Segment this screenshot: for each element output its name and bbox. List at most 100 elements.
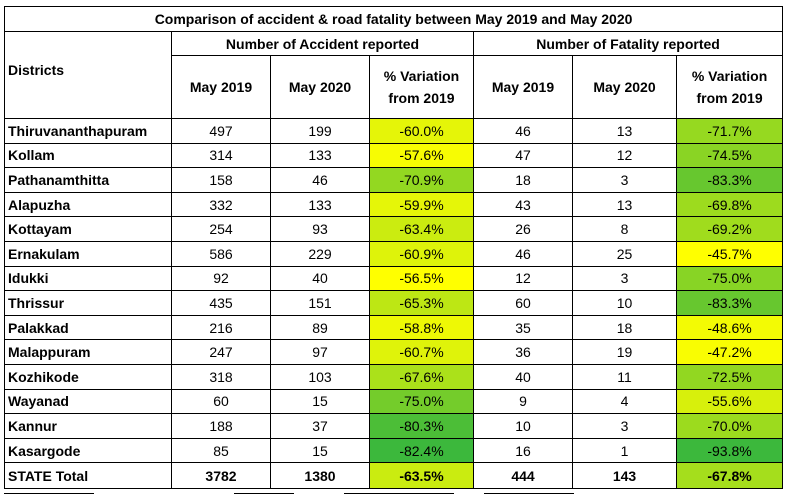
fatality-may2020-cell: 1: [572, 437, 677, 464]
accident-may2019-cell: 435: [171, 290, 271, 316]
fatality-may2019-cell: 12: [473, 265, 573, 292]
fatality-may2019-cell: 9: [473, 388, 573, 415]
district-cell: Kannur: [4, 413, 172, 439]
accident-may2020-cell: 1380: [270, 462, 370, 490]
fatality-may2019-cell: 46: [473, 118, 573, 144]
accident-variation-cell: -60.7%: [369, 339, 474, 365]
fatality-variation-cell: -83.3%: [675, 290, 784, 316]
fatality-may2020-cell: 10: [572, 290, 677, 316]
district-cell: Kollam: [4, 142, 172, 169]
accident-may2019-cell: 332: [171, 191, 271, 218]
accident-variation-header: % Variation from 2019: [369, 55, 474, 119]
accident-may2019-cell: 247: [171, 339, 271, 365]
fatality-may2019-cell: 10: [473, 413, 573, 439]
accident-may2019-cell: 497: [171, 118, 271, 144]
total-row: STATE Total 3782 1380 -63.5% 444 143 -67.8%: [4, 462, 784, 490]
accident-variation-cell: -75.0%: [369, 388, 474, 415]
accident-variation-cell: -58.8%: [369, 314, 474, 341]
accident-may2019-cell: 188: [171, 413, 271, 439]
fatality-variation-cell: -93.8%: [675, 437, 784, 464]
accident-variation-cell: -57.6%: [369, 142, 474, 169]
accident-may2019-cell: 158: [171, 167, 271, 193]
accident-may2019-cell: 216: [171, 314, 271, 341]
fatality-group-header: Number of Fatality reported: [472, 31, 784, 56]
fatality-may2020-cell: 19: [572, 339, 677, 365]
accident-may2020-cell: 151: [270, 290, 370, 316]
fatality-may2020-cell: 8: [572, 216, 677, 242]
table-row: Kollam 314 133 -57.6% 47 12 -74.5%: [4, 142, 784, 169]
table-title: Comparison of accident & road fatality b…: [3, 6, 784, 32]
cropped-footnote: [4, 489, 782, 496]
fatality-may2019-cell: 43: [473, 191, 573, 218]
fatality-variation-cell: -48.6%: [675, 314, 784, 341]
variation-label-line2: from 2019: [388, 90, 455, 106]
district-cell: Kottayam: [4, 216, 172, 242]
fatality-may2020-header: May 2020: [572, 55, 677, 119]
fatality-may2020-cell: 143: [572, 462, 677, 490]
variation-label-line1: % Variation: [691, 68, 768, 84]
table-body: Thiruvananthapuram 497 199 -60.0% 46 13 -71.7%…: [4, 118, 784, 490]
accident-may2019-header: May 2019: [171, 55, 271, 119]
accident-may2019-cell: 60: [171, 388, 271, 415]
table-row: Alapuzha 332 133 -59.9% 43 13 -69.8%: [4, 191, 784, 218]
accident-variation-cell: -80.3%: [369, 413, 474, 439]
table-row: Pathanamthitta 158 46 -70.9% 18 3 -83.3%: [4, 167, 784, 193]
accident-variation-cell: -70.9%: [369, 167, 474, 193]
fatality-may2020-cell: 11: [572, 363, 677, 390]
district-cell: Alapuzha: [4, 191, 172, 218]
fatality-variation-cell: -83.3%: [675, 167, 784, 193]
accident-variation-cell: -60.0%: [369, 118, 474, 144]
fatality-variation-cell: -74.5%: [675, 142, 784, 169]
accident-may2020-cell: 103: [270, 363, 370, 390]
district-cell: Kozhikode: [4, 363, 172, 390]
fatality-may2019-cell: 16: [473, 437, 573, 464]
fatality-variation-cell: -67.8%: [675, 462, 784, 490]
accident-may2019-cell: 318: [171, 363, 271, 390]
accident-may2019-cell: 254: [171, 216, 271, 242]
district-cell: Malappuram: [4, 339, 172, 365]
accident-may2019-cell: 85: [171, 437, 271, 464]
fatality-variation-cell: -47.2%: [675, 339, 784, 365]
table-row: Kasargode 85 15 -82.4% 16 1 -93.8%: [4, 437, 784, 464]
accident-variation-cell: -60.9%: [369, 240, 474, 267]
accident-may2020-cell: 37: [270, 413, 370, 439]
districts-header: Districts: [4, 31, 172, 119]
district-cell: Thrissur: [4, 290, 172, 316]
accident-may2020-cell: 133: [270, 191, 370, 218]
accident-may2020-cell: 40: [270, 265, 370, 292]
fatality-variation-cell: -69.2%: [675, 216, 784, 242]
accident-may2019-cell: 314: [171, 142, 271, 169]
accident-may2020-cell: 89: [270, 314, 370, 341]
district-cell: STATE Total: [4, 462, 172, 490]
fatality-may2019-cell: 36: [473, 339, 573, 365]
accident-variation-cell: -67.6%: [369, 363, 474, 390]
accident-may2019-cell: 3782: [171, 462, 271, 490]
fatality-may2019-cell: 26: [473, 216, 573, 242]
accident-variation-cell: -56.5%: [369, 265, 474, 292]
accident-variation-cell: -82.4%: [369, 437, 474, 464]
fatality-may2020-cell: 3: [572, 167, 677, 193]
accident-may2020-cell: 97: [270, 339, 370, 365]
table-row: Idukki 92 40 -56.5% 12 3 -75.0%: [4, 265, 784, 292]
table-row: Kottayam 254 93 -63.4% 26 8 -69.2%: [4, 216, 784, 242]
district-cell: Thiruvananthapuram: [4, 118, 172, 144]
fatality-may2019-cell: 46: [473, 240, 573, 267]
accident-variation-cell: -59.9%: [369, 191, 474, 218]
table-row: Kozhikode 318 103 -67.6% 40 11 -72.5%: [4, 363, 784, 390]
variation-label-line2: from 2019: [696, 90, 763, 106]
fatality-variation-cell: -70.0%: [675, 413, 784, 439]
district-cell: Ernakulam: [4, 240, 172, 267]
accident-may2020-cell: 46: [270, 167, 370, 193]
fatality-may2019-cell: 47: [473, 142, 573, 169]
fatality-may2019-cell: 40: [473, 363, 573, 390]
table-row: Wayanad 60 15 -75.0% 9 4 -55.6%: [4, 388, 784, 415]
accident-may2019-cell: 586: [171, 240, 271, 267]
district-cell: Wayanad: [4, 388, 172, 415]
accident-may2019-cell: 92: [171, 265, 271, 292]
fatality-may2020-cell: 4: [572, 388, 677, 415]
accident-group-header: Number of Accident reported: [171, 31, 474, 56]
fatality-may2020-cell: 3: [572, 265, 677, 292]
fatality-may2019-header: May 2019: [473, 55, 573, 119]
table-row: Ernakulam 586 229 -60.9% 46 25 -45.7%: [4, 240, 784, 267]
fatality-may2019-cell: 444: [473, 462, 573, 490]
